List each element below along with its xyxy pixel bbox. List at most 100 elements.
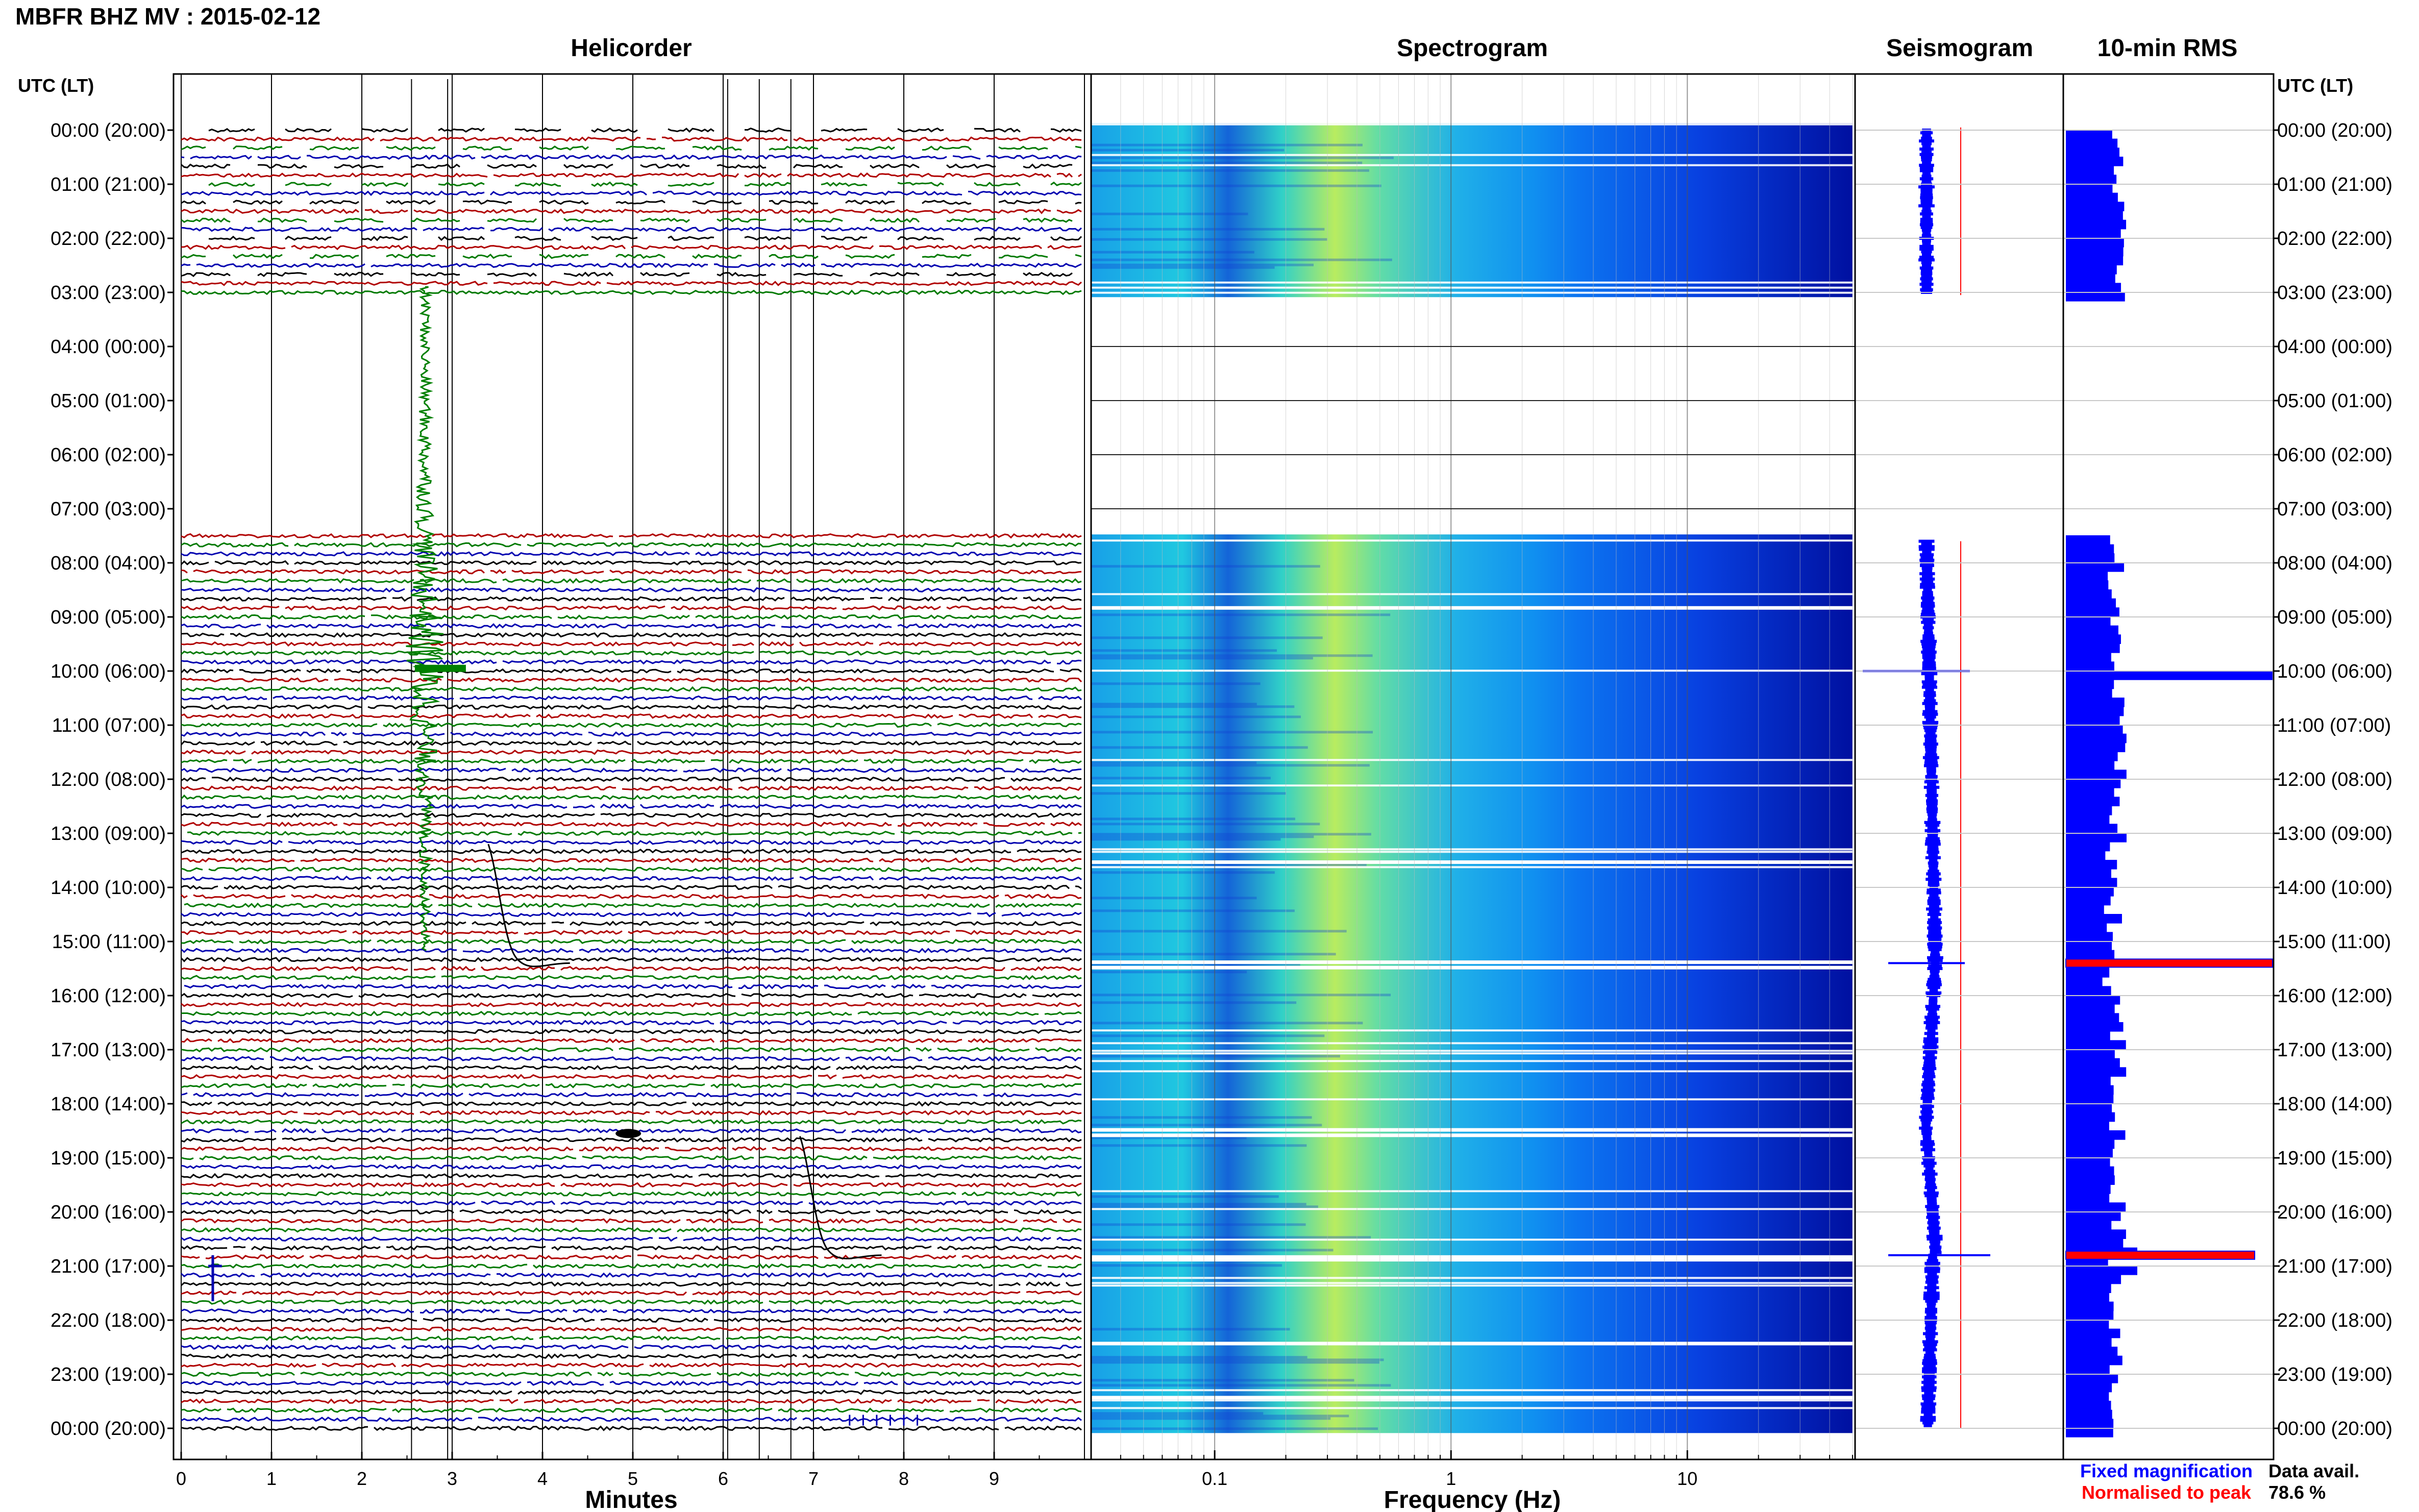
seismogram-plot (1863, 127, 1990, 1428)
time-label-right: 15:00 (11:00) (2277, 931, 2391, 953)
rms-bar (2066, 211, 2123, 220)
helicorder-trace (181, 163, 1073, 169)
rms-bar (2066, 860, 2117, 870)
rms-bar (2066, 932, 2113, 941)
time-label-right: 02:00 (22:00) (2277, 228, 2392, 250)
rms-bar (2066, 165, 2114, 176)
helicorder-trace (181, 1389, 1082, 1395)
helicorder-trace (181, 731, 1082, 737)
rms-bar (2066, 192, 2118, 203)
time-label-right: 11:00 (07:00) (2277, 715, 2391, 736)
time-label-right: 01:00 (21:00) (2277, 174, 2392, 195)
rms-bar (2066, 1401, 2111, 1410)
helicorder-trace (181, 930, 1082, 935)
seismogram-trace (1918, 129, 1935, 294)
rms-bar (2066, 1293, 2110, 1302)
rms-bar (2066, 138, 2118, 148)
helicorder-trace (181, 884, 1082, 890)
time-label-left: 13:00 (09:00) (51, 823, 166, 845)
helicorder-trace (181, 758, 1082, 764)
rms-bar (2066, 1382, 2112, 1393)
helicorder-tick-label: 2 (357, 1468, 367, 1489)
helicorder-trace (181, 948, 1082, 954)
rms-bar (2066, 607, 2119, 617)
helicorder-trace (181, 623, 1082, 629)
spectrogram-block (1091, 534, 1853, 1433)
helicorder-trace (181, 1191, 1082, 1197)
rms-bar (2066, 671, 2273, 680)
helicorder-trace (180, 794, 1082, 800)
rms-bar (2066, 760, 2115, 771)
helicorder-trace (181, 713, 1082, 719)
helicorder-trace (181, 1101, 1082, 1107)
helicorder-trace (181, 1056, 1082, 1062)
helicorder-trace (181, 1173, 1082, 1179)
time-label-right: 20:00 (16:00) (2277, 1202, 2392, 1223)
rms-bar (2066, 1211, 2121, 1221)
rms-bar (2066, 1409, 2112, 1420)
helicorder-trace (181, 695, 1082, 701)
helicorder-trace (181, 1074, 1082, 1080)
rms-bar (2066, 1355, 2122, 1366)
rms-bar (2066, 995, 2120, 1005)
rms-bar (2066, 643, 2120, 653)
helicorder-trace (180, 650, 1082, 656)
helicorder-trace (181, 659, 1082, 665)
rms-bar (2066, 851, 2106, 860)
helicorder-trace (181, 1290, 1082, 1296)
helicorder-trace (181, 1047, 1082, 1053)
rms-bar (2066, 1301, 2114, 1311)
rms-bar (2066, 283, 2121, 292)
rms-bar (2066, 706, 2124, 716)
helicorder-trace (181, 1209, 1082, 1215)
rms-bar (2066, 1031, 2110, 1041)
time-label-left: 00:00 (20:00) (51, 120, 166, 141)
time-label-left: 18:00 (14:00) (51, 1094, 166, 1115)
time-label-left: 07:00 (03:00) (51, 499, 166, 520)
time-label-left: 14:00 (10:00) (51, 877, 166, 899)
helicorder-trace (181, 1146, 1082, 1152)
helicorder-trace (180, 1272, 1082, 1278)
x-axes: 0 1 2 3 4 5 6 7 8 9 0.1 1 10 (176, 1450, 1853, 1489)
helicorder-trace (181, 1326, 1082, 1332)
helicorder-trace (181, 1344, 1082, 1350)
rms-bar (2066, 869, 2111, 879)
time-label-left: 20:00 (16:00) (51, 1202, 166, 1223)
helicorder-trace (180, 956, 1082, 962)
helicorder-trace (181, 1335, 1082, 1341)
rms-bar (2066, 688, 2112, 698)
helicorder-trace (181, 1299, 1082, 1305)
spectrogram-tick-label: 1 (1446, 1468, 1456, 1489)
time-label-left: 01:00 (21:00) (51, 174, 166, 195)
rms-bar (2066, 661, 2114, 671)
helicorder-trace (181, 244, 1082, 251)
helicorder-trace (181, 641, 1082, 647)
rms-plot (2065, 130, 2273, 1437)
rms-bar (2066, 553, 2115, 563)
helicorder-trace (181, 1002, 1082, 1008)
rms-bar (2066, 246, 2124, 257)
helicorder-trace (180, 894, 1082, 900)
rms-bar (2066, 1112, 2115, 1122)
rms-bar (2066, 544, 2114, 554)
time-label-left: 09:00 (05:00) (51, 607, 166, 628)
helicorder-trace (181, 1245, 1082, 1251)
helicorder-trace (181, 1200, 1082, 1206)
rms-bar (2066, 1266, 2137, 1275)
time-label-left: 00:00 (20:00) (51, 1418, 166, 1440)
helicorder-title: Helicorder (571, 35, 692, 62)
hour-gridlines (167, 129, 2280, 1429)
rms-bar (2066, 841, 2110, 852)
rms-bar (2066, 770, 2127, 779)
rms-bar (2066, 733, 2127, 743)
rms-bar (2066, 1004, 2115, 1014)
rms-bar (2066, 1419, 2114, 1428)
helicorder-trace (181, 271, 1073, 277)
rms-bar (2066, 634, 2121, 644)
helicorder-trace (181, 686, 1082, 692)
helicorder-trace (184, 902, 1082, 908)
time-label-left: 22:00 (18:00) (51, 1310, 166, 1331)
rms-bar (2066, 941, 2112, 951)
rms-bar (2066, 1184, 2111, 1194)
spectrogram-plot (1091, 74, 1853, 1459)
